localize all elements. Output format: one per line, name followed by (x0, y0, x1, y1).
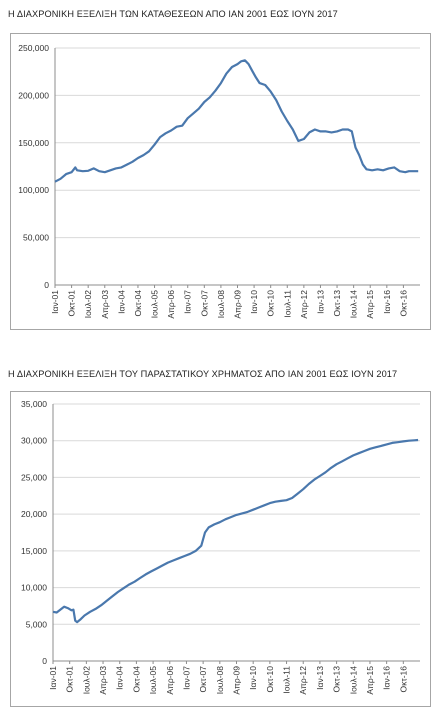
chart1-xtick-label: Ιουλ-05 (150, 290, 160, 319)
chart1-svg: 0 50,000 100,000 150,000 200,000 250,000 Ιαν-0… (18, 43, 420, 319)
chart2-xtick-label: Οκτ-01 (65, 666, 75, 693)
chart1-series-line (54, 59, 419, 183)
chart1-xtick-label: Ιαν-13 (315, 290, 325, 314)
chart2-ytick-label: 30,000 (21, 436, 47, 446)
chart1-xtick-label: Ιαν-10 (249, 290, 259, 314)
chart2-xtick-label: Ιαν-16 (382, 666, 392, 690)
chart1-xtick-label: Οκτ-16 (398, 290, 408, 317)
chart2-xtick-label: Ιαν-01 (48, 666, 58, 690)
chart1-xtick-label: Απρ-03 (100, 290, 110, 319)
chart2-svg: 0 5,000 10,000 15,000 20,000 25,000 30,000 35,0… (21, 399, 420, 695)
chart1-title: Η ΔΙΑΧΡΟΝΙΚΗ ΕΞΕΛΙΞΗ ΤΩΝ ΚΑΤΑΘΕΣΕΩΝ ΑΠΟ … (8, 9, 338, 19)
chart1-ytick-label: 100,000 (18, 185, 49, 195)
chart2-xtick-label: Απρ-15 (365, 666, 375, 695)
chart2-ytick-label: 20,000 (21, 509, 47, 519)
chart2-xtick-label: Ιαν-07 (181, 666, 191, 690)
chart1-xtick-label: Οκτ-13 (332, 290, 342, 317)
chart1-ytick-label: 250,000 (18, 43, 49, 53)
chart2-ytick-label: 0 (42, 656, 47, 666)
chart2-xtick-label: Οκτ-10 (265, 666, 275, 693)
chart2-xtick-label: Οκτ-13 (332, 666, 342, 693)
chart2-xtick-label: Ιουλ-02 (81, 666, 91, 695)
chart2-xtick-label: Οκτ-04 (131, 666, 141, 693)
chart2-xtick-label: Απρ-03 (98, 666, 108, 695)
chart1-xtick-label: Απρ-12 (299, 290, 309, 319)
chart2-xtick-label: Ιαν-04 (115, 666, 125, 690)
chart1-xtick-label: Απρ-09 (233, 290, 243, 319)
chart2-xtick-label: Απρ-06 (165, 666, 175, 695)
chart1-xtick-label: Οκτ-10 (266, 290, 276, 317)
chart2-ytick-label: 35,000 (21, 399, 47, 409)
chart1-xtick-label: Απρ-15 (365, 290, 375, 319)
chart1-frame: 0 50,000 100,000 150,000 200,000 250,000 Ιαν-0… (10, 33, 431, 330)
chart1-xtick-label: Ιουλ-08 (216, 290, 226, 319)
chart2-xtick-label: Ιουλ-08 (215, 666, 225, 695)
chart1-ytick-label: 0 (44, 280, 49, 290)
chart1-ytick-label: 200,000 (18, 90, 49, 100)
chart1-xtick-label: Ιουλ-02 (83, 290, 93, 319)
chart2-frame: 0 5,000 10,000 15,000 20,000 25,000 30,000 35,0… (10, 391, 431, 707)
chart2-ytick-label: 10,000 (21, 583, 47, 593)
chart2-ytick-label: 25,000 (21, 472, 47, 482)
chart2-xtick-label: Ιαν-10 (248, 666, 258, 690)
chart2-xtick-label: Απρ-12 (298, 666, 308, 695)
chart1-xtick-label: Ιουλ-11 (282, 290, 292, 318)
chart1-xtick-label: Ιαν-16 (382, 290, 392, 314)
chart2-xtick-label: Οκτ-07 (198, 666, 208, 693)
chart2-xtick-label: Οκτ-16 (398, 666, 408, 693)
chart1-xtick-label: Ιαν-01 (50, 290, 60, 314)
chart2-ytick-label: 15,000 (21, 546, 47, 556)
chart2-xtick-label: Απρ-09 (232, 666, 242, 695)
chart2-xtick-label: Ιαν-13 (315, 666, 325, 690)
chart1-xtick-label: Οκτ-04 (133, 290, 143, 317)
chart1-xtick-label: Ιαν-04 (116, 290, 126, 314)
chart2-xtick-label: Ιουλ-11 (282, 666, 292, 694)
chart1-xtick-label: Οκτ-01 (67, 290, 77, 317)
chart1-xtick-label: Απρ-06 (166, 290, 176, 319)
chart1-xtick-label: Ιουλ-14 (349, 290, 359, 319)
chart1-ytick-label: 150,000 (18, 138, 49, 148)
chart1-xtick-label: Ιαν-07 (183, 290, 193, 314)
chart2-series-line (52, 438, 419, 624)
chart1-xtick-label: Οκτ-07 (199, 290, 209, 317)
chart2-title: Η ΔΙΑΧΡΟΝΙΚΗ ΕΞΕΛΙΞΗ ΤΟΥ ΠΑΡΑΣΤΑΤΙΚΟΥ ΧΡ… (8, 369, 398, 379)
chart2-ytick-label: 5,000 (26, 619, 48, 629)
chart1-ytick-label: 50,000 (23, 233, 49, 243)
chart2-xtick-label: Ιουλ-14 (348, 666, 358, 695)
chart2-xtick-label: Ιουλ-05 (148, 666, 158, 695)
